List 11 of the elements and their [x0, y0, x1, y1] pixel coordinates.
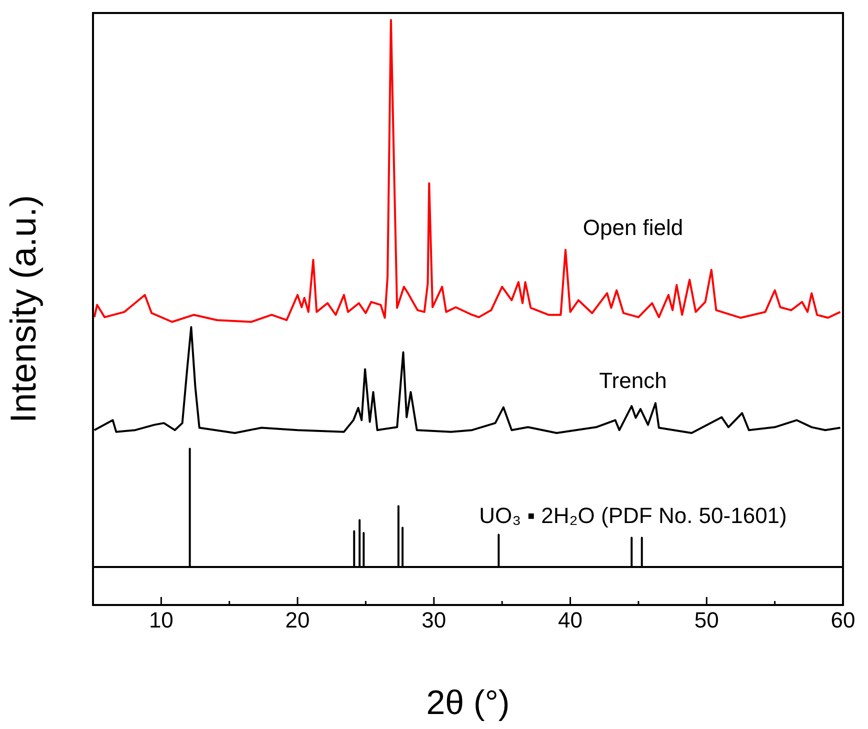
x-tick-label: 10 — [148, 607, 174, 632]
series-label: Trench — [599, 368, 667, 394]
x-axis-title: 2θ (°) — [426, 684, 510, 722]
x-tick-label: 40 — [558, 607, 583, 632]
x-tick-label: 20 — [285, 607, 310, 632]
y-axis-title: Intensity (a.u.) — [2, 194, 44, 424]
series-label: UO₃ ▪ 2H₂O (PDF No. 50-1601) — [479, 502, 787, 528]
x-tick-label: 50 — [694, 607, 719, 632]
x-tick-label: 60 — [830, 607, 856, 632]
series-label: Open field — [582, 214, 684, 240]
x-tick-label: 30 — [422, 607, 446, 632]
